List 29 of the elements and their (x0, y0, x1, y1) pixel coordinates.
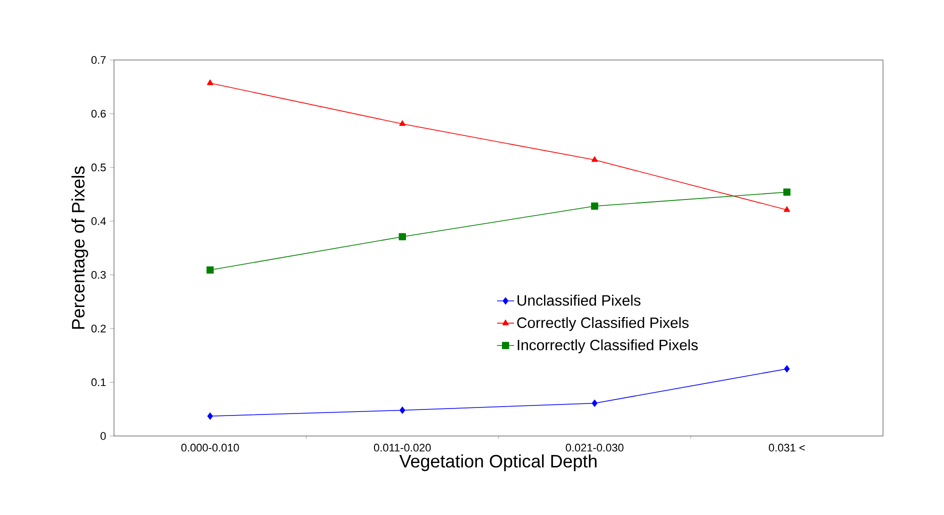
legend-label: Unclassified Pixels (518, 294, 640, 306)
y-tick-label: 0.5 (91, 164, 106, 172)
y-tick-label: 0.3 (91, 270, 106, 279)
legend-label: Incorrectly Classified Pixels (518, 339, 698, 354)
y-tick-label: 0.1 (91, 378, 106, 386)
point (784, 365, 790, 372)
x-tick-label: 0.011-0.020 (374, 444, 431, 452)
y-axis-title: Percentage of Pixels (71, 166, 88, 329)
point (591, 202, 598, 210)
point (592, 400, 598, 407)
point (783, 188, 790, 196)
x-axis-title: Vegetation Optical Depth (399, 454, 597, 472)
point (206, 266, 214, 274)
y-tick-label: 0.7 (91, 56, 106, 64)
point (399, 120, 406, 126)
y-tick-label: 0.4 (91, 217, 106, 226)
point (400, 406, 406, 414)
point (591, 156, 598, 162)
legend-label: Correctly Classified Pixels (517, 317, 689, 331)
point (207, 412, 213, 420)
y-tick-label: 0 (100, 432, 106, 440)
y-tick-label: 0.2 (91, 324, 106, 332)
x-tick-label: 0.031 < (768, 444, 805, 452)
point (784, 206, 790, 212)
x-tick-label: 0.000-0.010 (181, 444, 239, 452)
x-tick-label: 0.021-0.030 (566, 444, 624, 452)
point (398, 233, 406, 240)
point (206, 80, 214, 86)
y-tick-label: 0.6 (91, 110, 106, 118)
